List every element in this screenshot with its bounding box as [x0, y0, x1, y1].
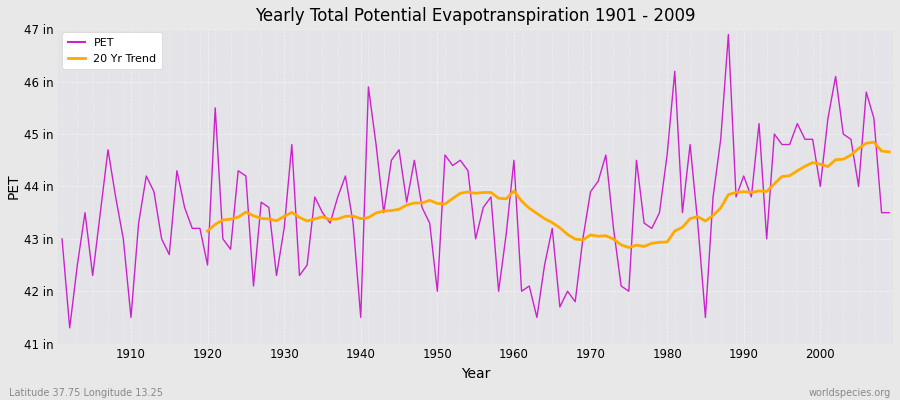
- Legend: PET, 20 Yr Trend: PET, 20 Yr Trend: [62, 32, 162, 69]
- PET: [294, 273, 305, 278]
- X-axis label: Year: Year: [461, 367, 491, 381]
- PET: [884, 210, 895, 215]
- PET: [340, 174, 351, 178]
- PET: [64, 326, 75, 330]
- Text: worldspecies.org: worldspecies.org: [809, 388, 891, 398]
- Y-axis label: PET: PET: [7, 174, 21, 199]
- Text: Latitude 37.75 Longitude 13.25: Latitude 37.75 Longitude 13.25: [9, 388, 163, 398]
- PET: [723, 32, 734, 37]
- 20 Yr Trend: [685, 216, 696, 221]
- 20 Yr Trend: [860, 141, 871, 146]
- PET: [57, 236, 68, 241]
- 20 Yr Trend: [777, 174, 788, 179]
- 20 Yr Trend: [409, 200, 419, 205]
- PET: [126, 315, 137, 320]
- 20 Yr Trend: [884, 150, 895, 154]
- 20 Yr Trend: [294, 215, 305, 220]
- PET: [517, 289, 527, 294]
- PET: [508, 158, 519, 163]
- 20 Yr Trend: [792, 168, 803, 173]
- PET: [608, 226, 619, 231]
- Line: PET: PET: [62, 34, 889, 328]
- Line: 20 Yr Trend: 20 Yr Trend: [208, 142, 889, 248]
- 20 Yr Trend: [202, 228, 213, 233]
- Title: Yearly Total Potential Evapotranspiration 1901 - 2009: Yearly Total Potential Evapotranspiratio…: [256, 7, 696, 25]
- 20 Yr Trend: [624, 245, 634, 250]
- 20 Yr Trend: [868, 140, 879, 144]
